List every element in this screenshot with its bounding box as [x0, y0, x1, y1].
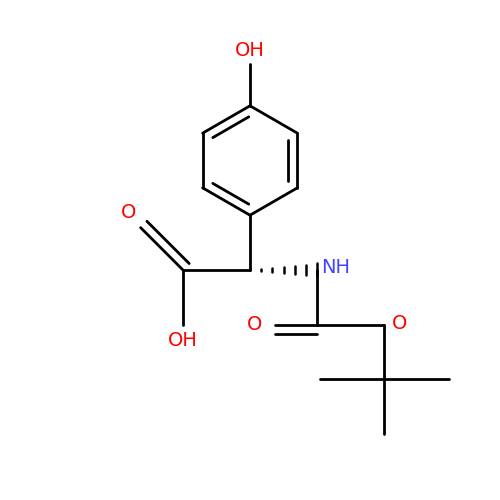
Text: O: O	[392, 314, 407, 333]
Text: OH: OH	[235, 40, 265, 60]
Text: OH: OH	[168, 330, 198, 349]
Text: O: O	[247, 315, 262, 334]
Text: O: O	[120, 202, 136, 222]
Text: NH: NH	[321, 258, 350, 277]
